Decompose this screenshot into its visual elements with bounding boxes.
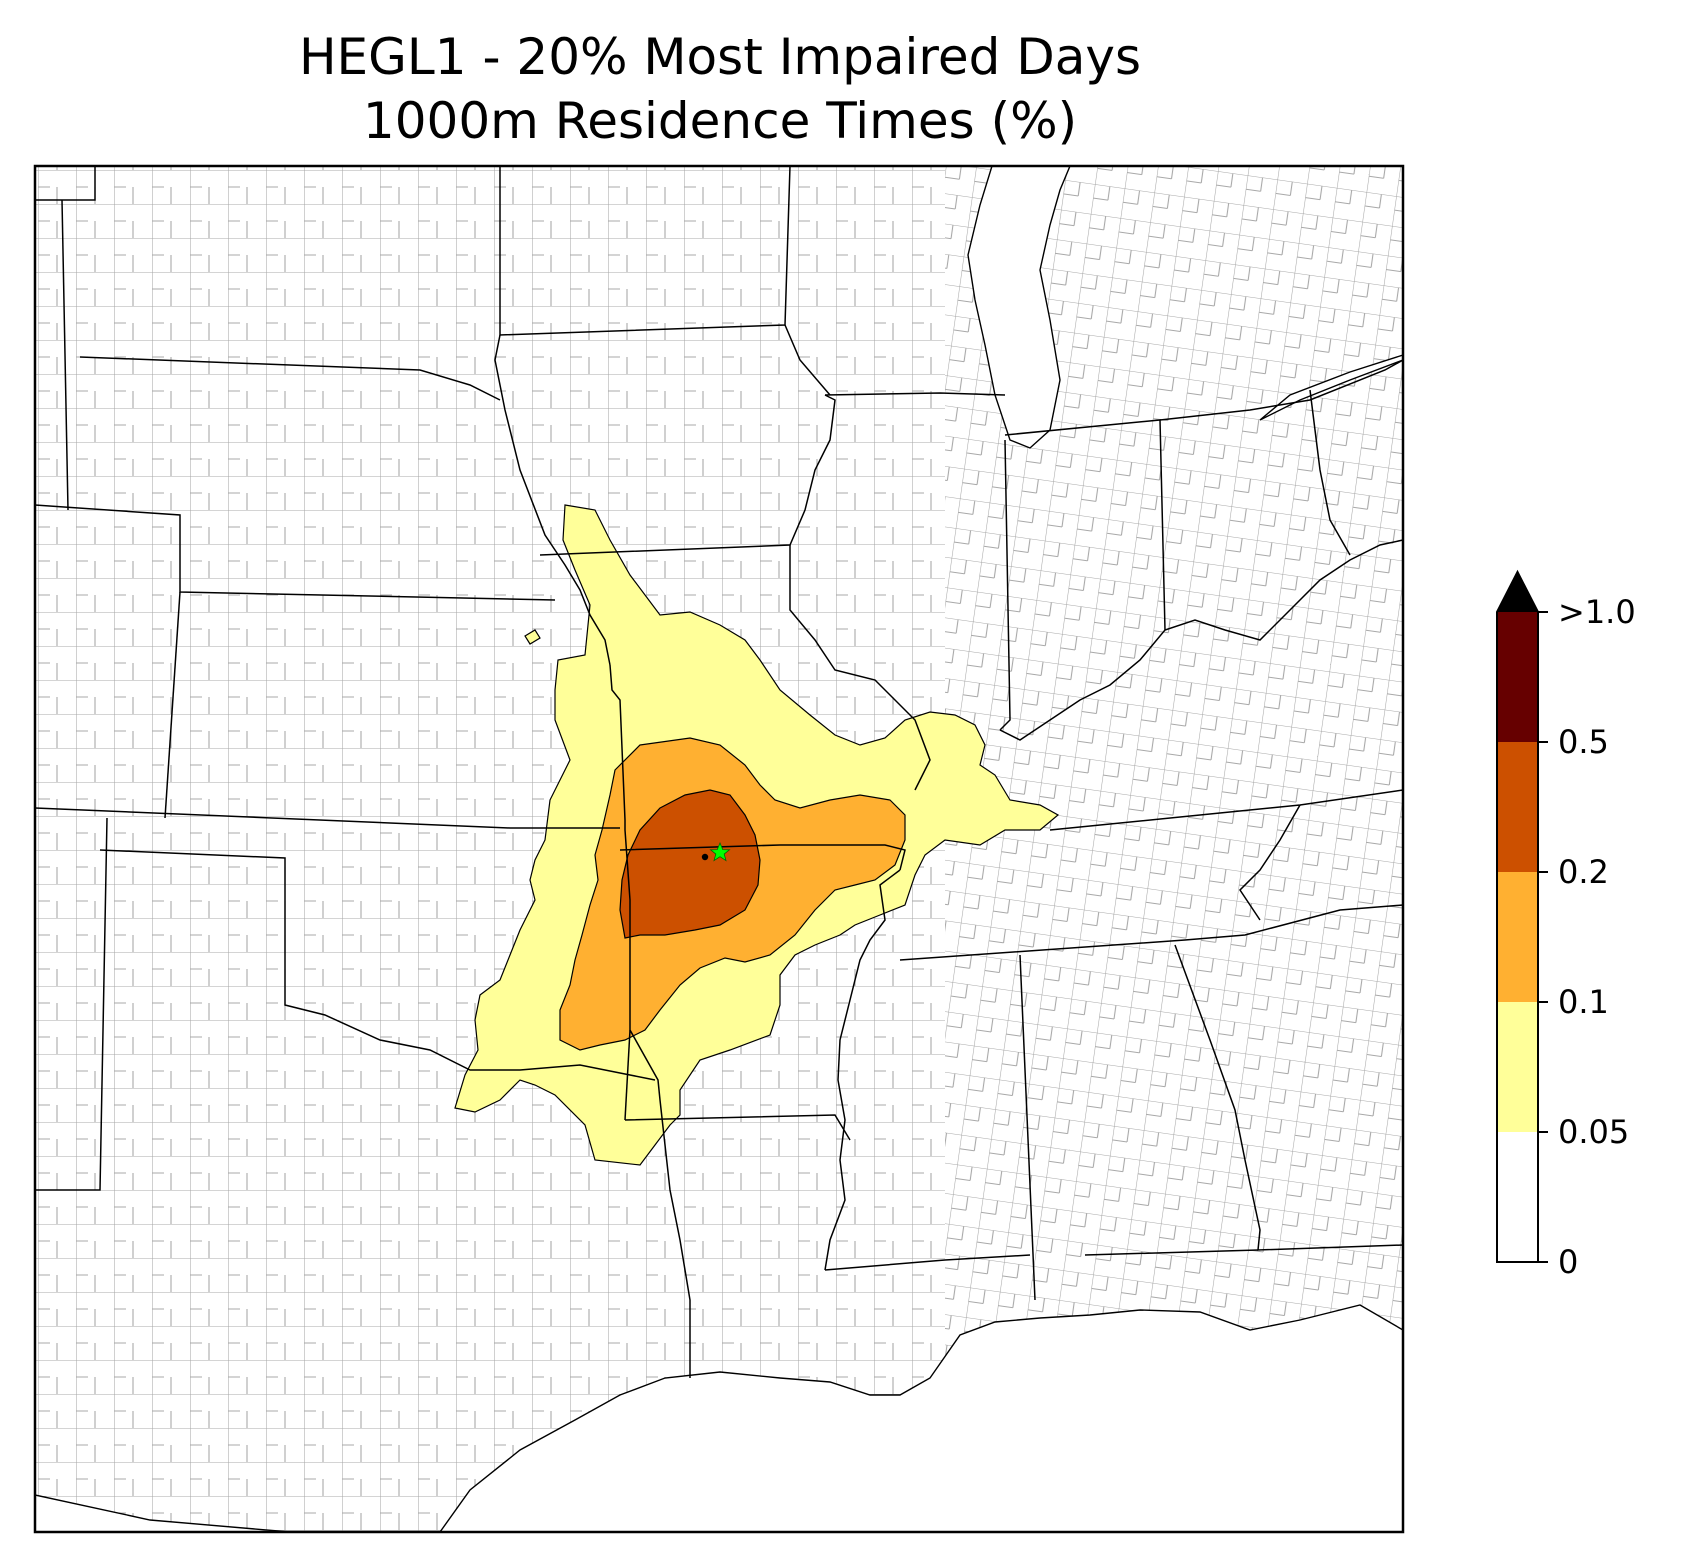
colorbar-extend-arrow	[1497, 572, 1538, 612]
state-boundaries	[35, 166, 1403, 1378]
lake-erie	[1259, 166, 1403, 421]
gulf-coast	[439, 1304, 1403, 1532]
colorbar-segment	[1497, 612, 1538, 742]
colorbar-tick-label: 0.2	[1558, 853, 1609, 891]
colorbar-tick-label: 0	[1558, 1243, 1578, 1281]
site-star-icon	[709, 841, 731, 862]
colorbar-tick-label: 0.5	[1558, 723, 1609, 761]
contour-0.2	[619, 789, 761, 939]
map-title-line2: 1000m Residence Times (%)	[362, 92, 1078, 150]
map-frame	[33, 164, 1405, 1534]
colorbar-tick-label: 0.05	[1558, 1113, 1629, 1151]
colorbar-segment	[1497, 742, 1538, 872]
colorbar-outline	[1496, 569, 1539, 1263]
colorbar-tick-label: >1.0	[1558, 593, 1636, 631]
map-title-line1: HEGL1 - 20% Most Impaired Days	[298, 28, 1142, 86]
colorbar-tick-label: 0.1	[1558, 983, 1609, 1021]
gulf-of-mexico	[35, 1494, 291, 1532]
contour-0.05-island	[524, 629, 541, 645]
map-area	[35, 166, 1403, 1532]
colorbar-segment	[1497, 1132, 1538, 1262]
colorbar-segment	[1497, 872, 1538, 1002]
site-marker-dot	[701, 853, 709, 861]
colorbar: 0 0.05 0.1 0.2 0.5 >1.0	[1496, 569, 1636, 1281]
lake-michigan	[967, 166, 1071, 449]
colorbar-segment	[1497, 1002, 1538, 1132]
